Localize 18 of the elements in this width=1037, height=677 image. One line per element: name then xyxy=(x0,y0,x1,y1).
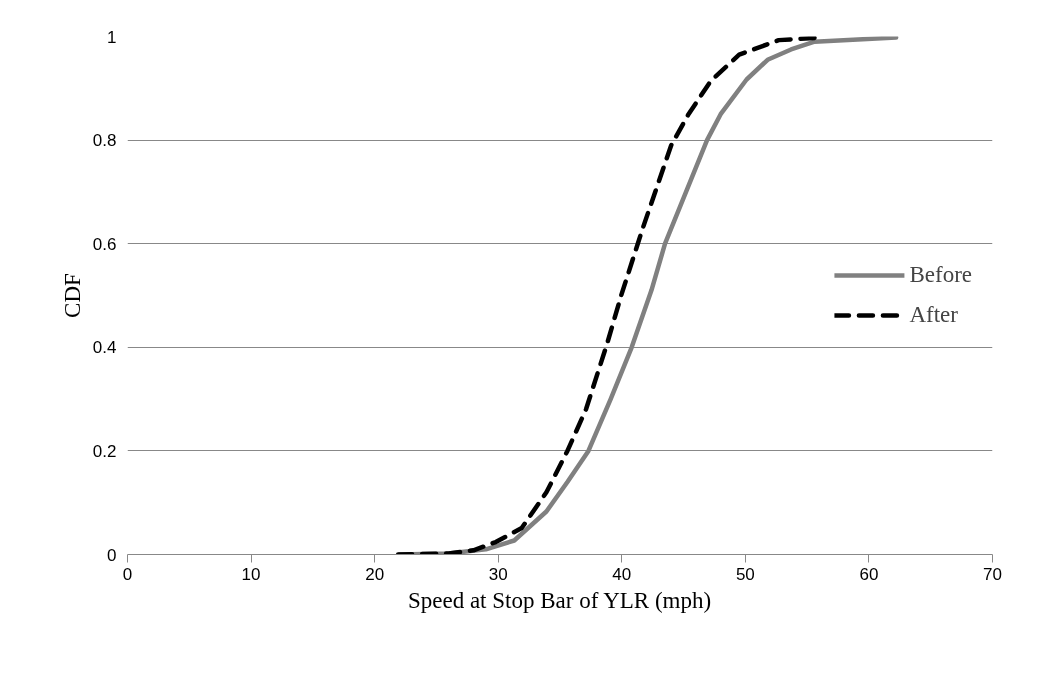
x-axis-title: Speed at Stop Bar of YLR (mph) xyxy=(407,587,712,613)
x-tick-label: 30 xyxy=(488,564,508,584)
legend-label: After xyxy=(909,302,958,328)
y-tick-label: 0.2 xyxy=(92,441,117,461)
y-axis-title: CDF xyxy=(59,273,85,318)
x-tick-label: 50 xyxy=(735,564,755,584)
y-tick-label: 0.8 xyxy=(92,131,117,151)
x-tick-label: 20 xyxy=(365,564,385,584)
y-tick-label: 0.4 xyxy=(92,338,117,358)
legend-label: Before xyxy=(909,262,972,288)
y-tick-label: 0 xyxy=(107,545,117,565)
x-tick-label: 60 xyxy=(859,564,879,584)
y-tick-label: 1 xyxy=(107,27,117,47)
x-tick-label: 0 xyxy=(122,564,133,584)
x-tick-label: 10 xyxy=(241,564,261,584)
x-tick-label: 40 xyxy=(612,564,632,584)
y-tick-label: 0.6 xyxy=(92,234,117,254)
x-tick-label: 70 xyxy=(983,564,1002,584)
